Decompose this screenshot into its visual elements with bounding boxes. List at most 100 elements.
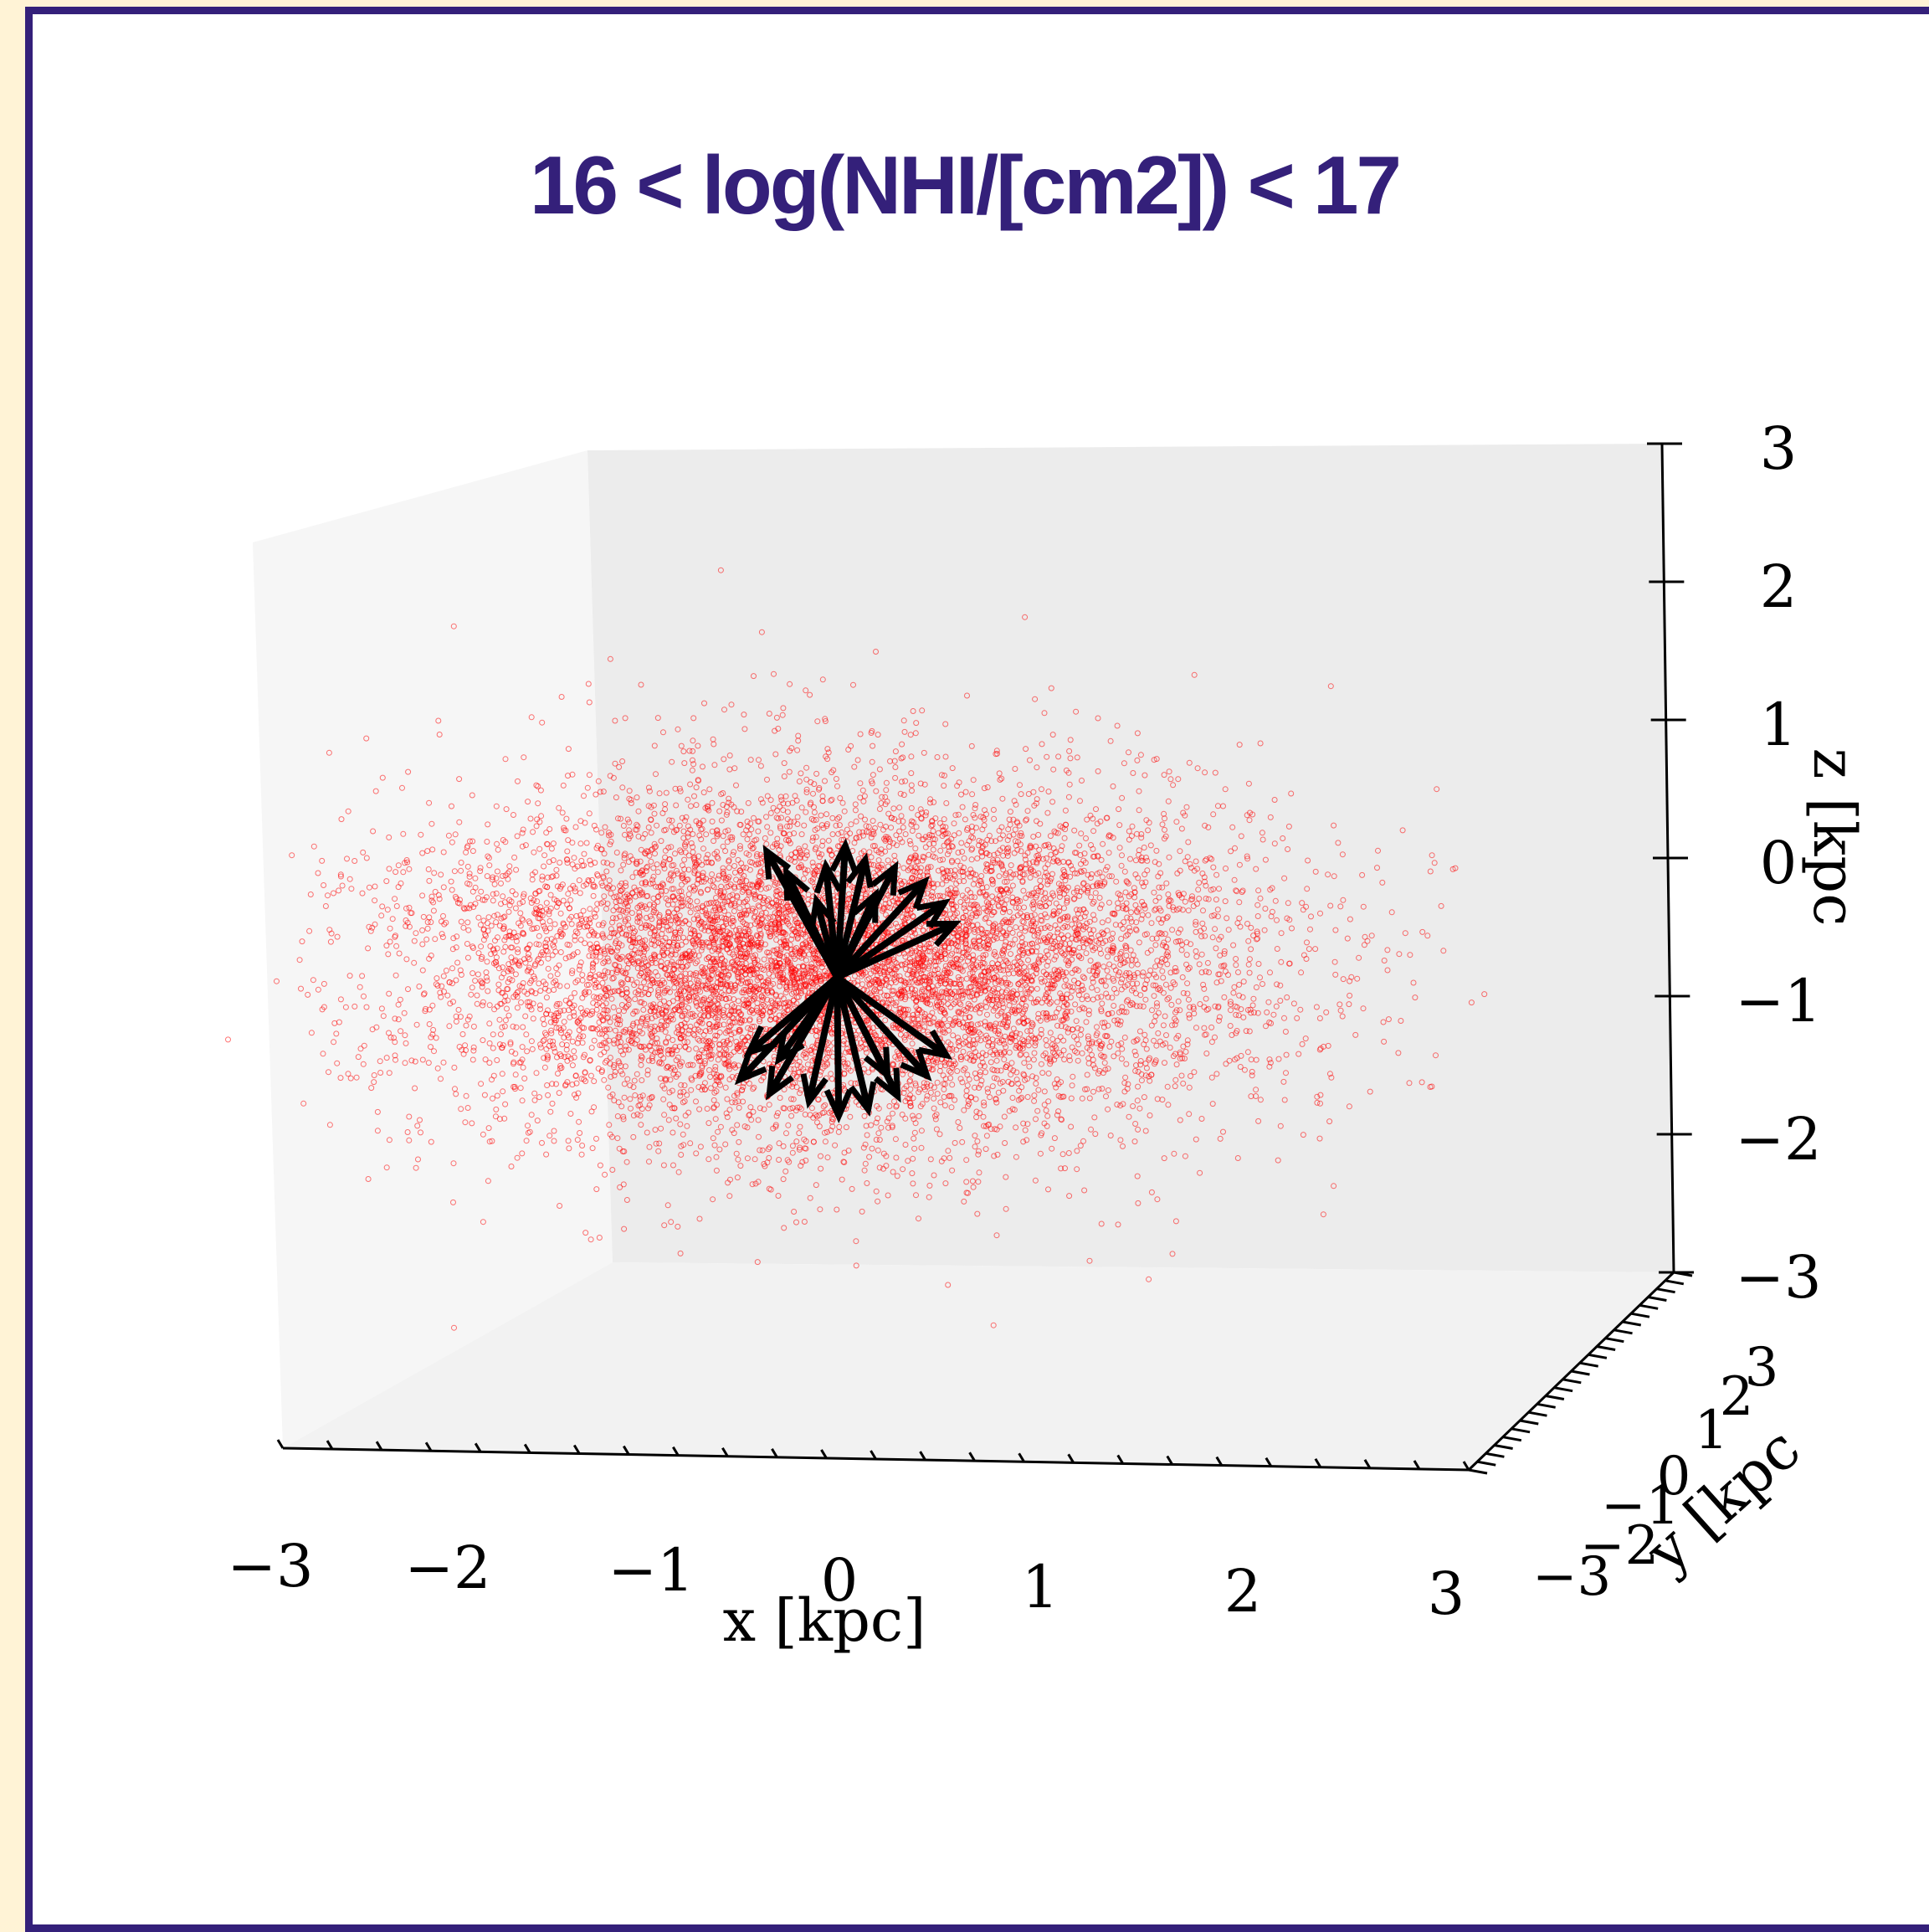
scatter-point [525, 799, 531, 805]
scatter-point [500, 873, 505, 879]
scatter-point [405, 986, 411, 993]
scatter-point [797, 1123, 803, 1130]
scatter-point [1140, 969, 1147, 976]
scatter-point [807, 1195, 813, 1201]
scatter-point [553, 981, 560, 988]
scatter-point [1034, 885, 1039, 891]
scatter-point [875, 1130, 882, 1137]
scatter-point [669, 886, 675, 892]
scatter-point [1083, 1019, 1090, 1025]
scatter-point [485, 821, 491, 828]
scatter-point [639, 991, 645, 998]
scatter-point [579, 917, 585, 924]
scatter-point [534, 898, 541, 905]
scatter-point [986, 919, 993, 926]
scatter-point [1043, 855, 1049, 861]
scatter-point [629, 874, 636, 881]
scatter-point [541, 925, 548, 932]
scatter-point [587, 941, 593, 948]
scatter-point [660, 1096, 667, 1102]
scatter-point [794, 1061, 801, 1068]
scatter-point [885, 1115, 892, 1122]
scatter-point [478, 943, 485, 950]
scatter-point [435, 717, 442, 724]
scatter-point [892, 774, 899, 781]
scatter-point [1427, 868, 1434, 875]
scatter-point [556, 962, 562, 969]
scatter-point [1127, 856, 1133, 862]
scatter-point [658, 838, 664, 845]
scatter-point [1106, 899, 1112, 906]
scatter-point [1069, 988, 1075, 994]
scatter-point [757, 927, 763, 933]
scatter-point [1180, 989, 1187, 996]
scatter-point [941, 1102, 948, 1109]
scatter-point [1198, 1116, 1205, 1122]
scatter-point [1203, 882, 1209, 889]
scatter-point [1270, 1011, 1277, 1018]
scatter-point [690, 715, 697, 722]
scatter-point [706, 786, 713, 793]
scatter-point [519, 1150, 526, 1157]
scatter-point [596, 971, 603, 978]
scatter-point [1043, 948, 1049, 954]
scatter-point [1216, 886, 1222, 892]
scatter-point [1090, 927, 1097, 933]
scatter-point [1119, 976, 1126, 983]
chart-title: 16 < log(NHI/[cm2]) < 17 [529, 139, 1402, 231]
scatter-point [541, 863, 547, 870]
scatter-point [522, 842, 529, 849]
scatter-point [977, 814, 984, 820]
scatter-point [931, 1084, 937, 1091]
scatter-point [532, 990, 539, 997]
scatter-point [945, 839, 951, 845]
scatter-point [1090, 898, 1097, 905]
scatter-point [512, 891, 519, 898]
scatter-point [664, 1065, 670, 1071]
scatter-point [546, 917, 553, 924]
scatter-point [902, 1115, 909, 1122]
scatter-point [449, 980, 455, 987]
scatter-point [1098, 978, 1105, 984]
scatter-point [1065, 1025, 1071, 1032]
scatter-point [447, 1000, 454, 1007]
scatter-point [710, 1135, 716, 1142]
scatter-point [823, 1128, 830, 1135]
scatter-point [1127, 1002, 1134, 1009]
scatter-point [865, 824, 872, 830]
scatter-point [1230, 989, 1237, 996]
scatter-point [1011, 798, 1018, 804]
scatter-point [634, 918, 641, 925]
scatter-point [1094, 820, 1100, 827]
scatter-point [1065, 1150, 1072, 1156]
scatter-point [514, 1005, 521, 1011]
scatter-point [402, 1032, 408, 1039]
scatter-point [602, 958, 608, 965]
scatter-point [464, 919, 471, 926]
scatter-point [1208, 1074, 1215, 1081]
scatter-point [505, 997, 511, 1004]
scatter-point [1196, 961, 1203, 968]
scatter-point [355, 1054, 362, 1061]
scatter-point [1090, 979, 1096, 985]
scatter-point [1153, 1042, 1160, 1049]
scatter-point [310, 843, 317, 850]
scatter-point [918, 865, 924, 871]
scatter-point [1217, 1135, 1224, 1142]
scatter-point [1197, 1001, 1203, 1007]
scatter-point [494, 1092, 500, 1099]
scatter-point [1131, 894, 1138, 901]
scatter-point [757, 851, 764, 858]
scatter-point [1202, 769, 1208, 776]
scatter-point [327, 938, 334, 945]
scatter-point [645, 784, 652, 791]
scatter-point [725, 1179, 731, 1186]
scatter-point [372, 883, 378, 890]
scatter-point [1177, 867, 1183, 874]
scatter-point [1153, 935, 1160, 942]
scatter-point [1282, 1029, 1289, 1035]
scatter-point [1143, 855, 1149, 861]
scatter-point [638, 681, 644, 688]
scatter-point [793, 1219, 799, 1225]
scatter-point [926, 944, 933, 950]
